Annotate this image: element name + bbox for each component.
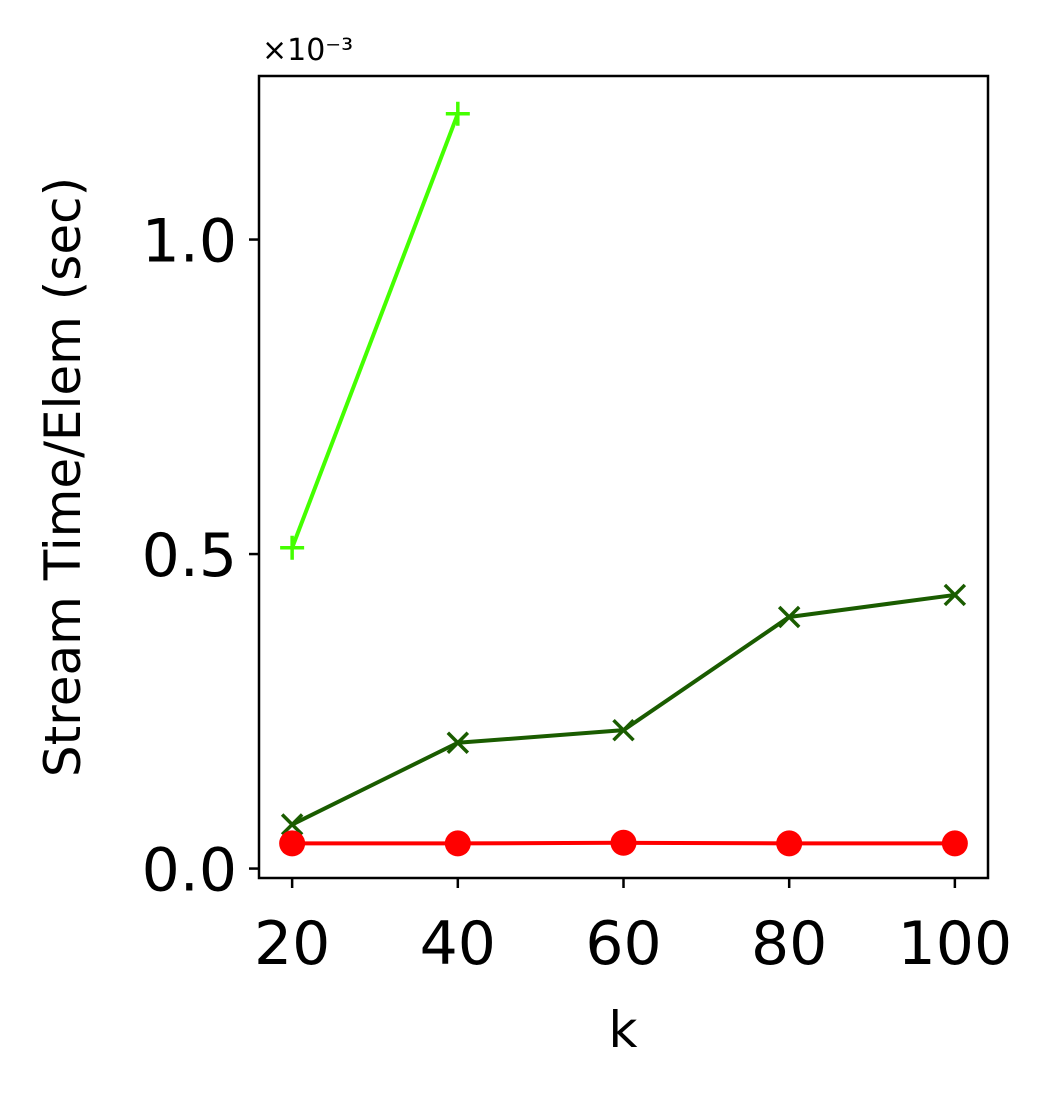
- series-plus: [280, 101, 470, 560]
- x-tick-label: 40: [420, 909, 496, 979]
- x-tick-label: 20: [254, 909, 330, 979]
- data-point: [444, 830, 471, 857]
- data-point: [445, 101, 470, 126]
- data-point: [280, 813, 304, 836]
- data-point: [279, 830, 306, 857]
- y-tick-label: 0.0: [142, 836, 237, 906]
- data-point: [941, 830, 968, 857]
- x-axis-label: k: [609, 1001, 638, 1059]
- data-point: [943, 583, 967, 607]
- y-axis-label: Stream Time/Elem (sec): [34, 177, 92, 777]
- y-axis-scale-label: ×10⁻³: [262, 33, 353, 68]
- data-point: [610, 829, 637, 856]
- data-point: [777, 605, 801, 629]
- x-axis: 20 40 60 80 100: [254, 878, 1012, 979]
- y-tick-label: 1.0: [142, 207, 237, 277]
- plot-area: [279, 101, 968, 857]
- x-tick-label: 60: [585, 909, 661, 979]
- y-axis: 0.0 0.5 1.0: [142, 207, 259, 906]
- series-line: [290, 113, 460, 549]
- x-tick-label: 100: [898, 909, 1013, 979]
- data-point: [776, 830, 803, 857]
- data-point: [280, 535, 305, 560]
- data-point: [612, 718, 635, 742]
- series-circle: [279, 829, 968, 857]
- x-tick-label: 80: [751, 909, 827, 979]
- y-tick-label: 0.5: [142, 521, 237, 591]
- series-x: [280, 583, 967, 836]
- data-point: [446, 731, 470, 754]
